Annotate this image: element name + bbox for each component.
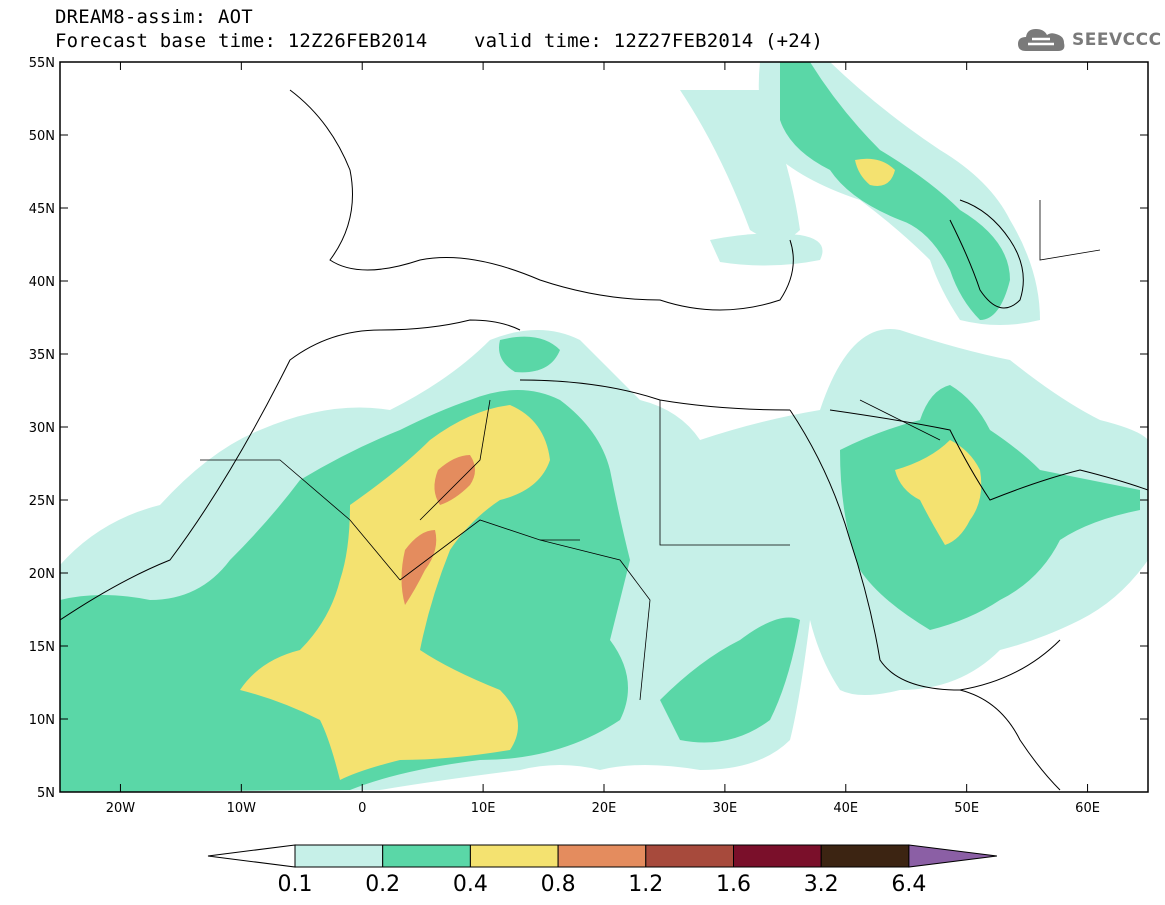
- aot-level-0-2-tunisia: [499, 336, 560, 373]
- lat-tick-label: 35N: [29, 348, 55, 363]
- lat-tick-label: 10N: [29, 713, 55, 728]
- colorbar-swatch: [294, 844, 384, 868]
- aot-level-0-4-arabia: [895, 440, 982, 545]
- aot-level-0-4-algeria-niger: [240, 405, 550, 780]
- latitude-ticks: 5N 10N 15N 20N 25N 30N 35N 40N 45N 50N 55N: [29, 56, 1148, 801]
- colorbar-swatch: [820, 844, 910, 868]
- colorbar-label: 0.1: [278, 872, 313, 897]
- aot-level-0-4-caspian: [855, 158, 895, 186]
- lat-tick-label: 5N: [37, 786, 55, 801]
- colorbar: [207, 844, 997, 868]
- lon-tick-label: 10W: [227, 801, 257, 816]
- lat-tick-label: 40N: [29, 275, 55, 290]
- lon-tick-label: 40E: [833, 801, 858, 816]
- colorbar-high-arrow: [908, 844, 997, 868]
- lat-tick-label: 20N: [29, 567, 55, 582]
- aot-level-0-2-caspian: [780, 62, 1010, 320]
- coastlines: [60, 89, 1148, 791]
- lon-tick-label: 10E: [471, 801, 496, 816]
- lon-tick-label: 0: [358, 801, 366, 816]
- colorbar-label: 0.2: [365, 872, 400, 897]
- longitude-ticks: 20W 10W 0 10E 20E 30E 40E 50E 60E: [106, 62, 1100, 816]
- aot-level-0-8-niger: [401, 530, 437, 605]
- map-title: DREAM8-assim: AOT: [55, 6, 253, 28]
- colorbar-swatch: [557, 844, 647, 868]
- aot-level-0-2-arabia: [840, 385, 1140, 630]
- colorbar-label: 3.2: [804, 872, 839, 897]
- lon-tick-label: 50E: [954, 801, 979, 816]
- colorbar-low-arrow: [207, 844, 296, 868]
- colorbar-swatch: [469, 844, 559, 868]
- colorbar-label: 6.4: [891, 872, 926, 897]
- cloud-icon: [1018, 29, 1065, 51]
- colorbar-swatch: [733, 844, 822, 868]
- aot-level-0-1-balkans: [710, 233, 823, 266]
- lon-tick-label: 30E: [713, 801, 738, 816]
- seevccc-logo: SEEVCCC: [1016, 24, 1162, 56]
- lat-tick-label: 55N: [29, 56, 55, 71]
- lon-tick-label: 60E: [1075, 801, 1100, 816]
- country-borders: [200, 200, 1101, 701]
- lat-tick-label: 45N: [29, 202, 55, 217]
- colorbar-label: 1.6: [716, 872, 751, 897]
- valid-time: valid time: 12Z27FEB2014 (+24): [474, 30, 824, 52]
- aot-level-0-2-sudan: [660, 617, 800, 743]
- lon-tick-label: 20E: [592, 801, 617, 816]
- aot-field: [60, 62, 1148, 792]
- colorbar-label: 0.8: [541, 872, 576, 897]
- colorbar-labels: 0.1 0.2 0.4 0.8 1.2 1.6 3.2 6.4: [278, 872, 927, 897]
- colorbar-swatch: [645, 844, 734, 868]
- lon-tick-label: 20W: [106, 801, 136, 816]
- forecast-times: Forecast base time: 12Z26FEB2014 valid t…: [55, 30, 823, 52]
- lat-tick-label: 15N: [29, 640, 55, 655]
- lat-tick-label: 25N: [29, 494, 55, 509]
- lat-tick-label: 50N: [29, 129, 55, 144]
- colorbar-label: 1.2: [628, 872, 663, 897]
- aot-level-0-8-algeria: [434, 455, 475, 505]
- base-time: Forecast base time: 12Z26FEB2014: [55, 30, 428, 52]
- lat-tick-label: 30N: [29, 421, 55, 436]
- logo-text: SEEVCCC: [1072, 30, 1162, 50]
- colorbar-label: 0.4: [453, 872, 488, 897]
- colorbar-swatch: [382, 844, 471, 868]
